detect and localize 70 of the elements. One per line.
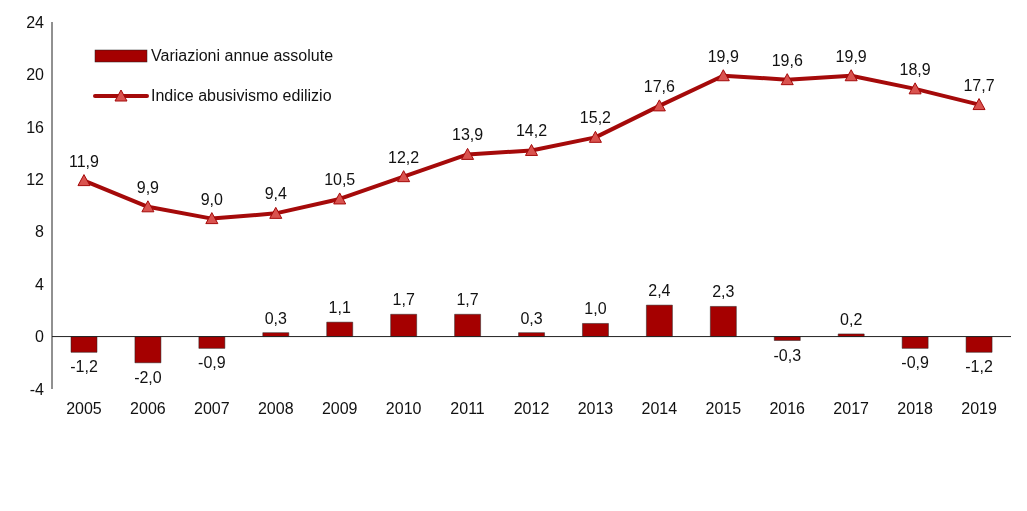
data-label: 9,0	[200, 190, 224, 208]
point	[269, 206, 283, 219]
data-label: -1,2	[965, 358, 993, 376]
y-tick-label: -4	[29, 380, 45, 398]
point	[141, 200, 155, 213]
x-tick-label: 2019	[961, 400, 997, 418]
data-label: -0,9	[198, 354, 226, 372]
point	[908, 82, 922, 95]
point	[461, 147, 475, 160]
data-label: 19,9	[835, 47, 867, 65]
data-label: 19,6	[771, 51, 803, 69]
data-label: 17,7	[963, 76, 995, 94]
data-label: 17,6	[643, 77, 676, 95]
x-tick-label: 2007	[194, 400, 230, 418]
data-label: 0,3	[520, 309, 543, 327]
data-label: 10,5	[324, 170, 356, 188]
point	[780, 73, 794, 86]
data-label: 2,3	[712, 283, 735, 301]
x-tick-label: 2010	[385, 400, 422, 418]
point	[525, 143, 538, 156]
x-tick-label: 2011	[450, 400, 485, 418]
x-tick-label: 2012	[513, 400, 550, 418]
data-label: 0,3	[264, 309, 288, 327]
x-tick-label: 2018	[897, 400, 933, 418]
data-label: 9,9	[136, 178, 160, 196]
y-tick-label: 4	[35, 275, 45, 293]
x-tick-label: 2006	[130, 400, 166, 418]
y-tick-label: 12	[26, 170, 45, 188]
point	[972, 98, 986, 111]
x-tick-label: 2015	[705, 400, 742, 418]
point	[397, 170, 411, 183]
legend-label: Variazioni annue assolute	[151, 47, 334, 65]
data-label: 1,0	[584, 300, 607, 318]
point	[844, 69, 858, 82]
data-label: 12,2	[388, 148, 420, 166]
data-label: 1,7	[456, 291, 479, 309]
data-label: 18,9	[899, 60, 931, 78]
data-label: 11,9	[68, 152, 100, 170]
legend-label: Indice abusivismo edilizio	[151, 87, 332, 105]
data-label: 9,4	[264, 185, 287, 203]
data-label: -1,2	[70, 358, 98, 376]
point	[716, 69, 730, 82]
x-tick-label: 2013	[577, 400, 614, 418]
data-label: 14,2	[515, 122, 548, 140]
data-label: 1,1	[328, 299, 351, 317]
x-tick-label: 2008	[257, 400, 294, 418]
data-label: 2,4	[648, 282, 671, 300]
data-label: 19,9	[707, 47, 739, 65]
point	[333, 192, 347, 205]
x-tick-label: 2014	[641, 400, 678, 418]
y-tick-label: 16	[26, 118, 45, 136]
x-tick-label: 2009	[321, 400, 358, 418]
data-label: -2,0	[134, 368, 162, 386]
x-tick-label: 2016	[769, 400, 806, 418]
y-tick-label: 8	[35, 223, 45, 241]
data-label: -0,9	[901, 354, 930, 372]
x-tick-label: 2017	[833, 400, 870, 418]
point	[77, 174, 91, 187]
point	[588, 130, 602, 143]
point	[205, 212, 219, 225]
data-label: -0,3	[773, 346, 802, 364]
data-label: 15,2	[579, 109, 612, 127]
y-tick-label: 0	[35, 328, 45, 346]
point	[652, 99, 666, 112]
data-label: 0,2	[840, 310, 863, 328]
y-tick-label: 20	[26, 66, 45, 84]
y-tick-label: 24	[26, 13, 45, 31]
x-tick-label: 2005	[66, 400, 102, 418]
data-label: 13,9	[452, 126, 484, 144]
data-label: 1,7	[392, 291, 415, 309]
